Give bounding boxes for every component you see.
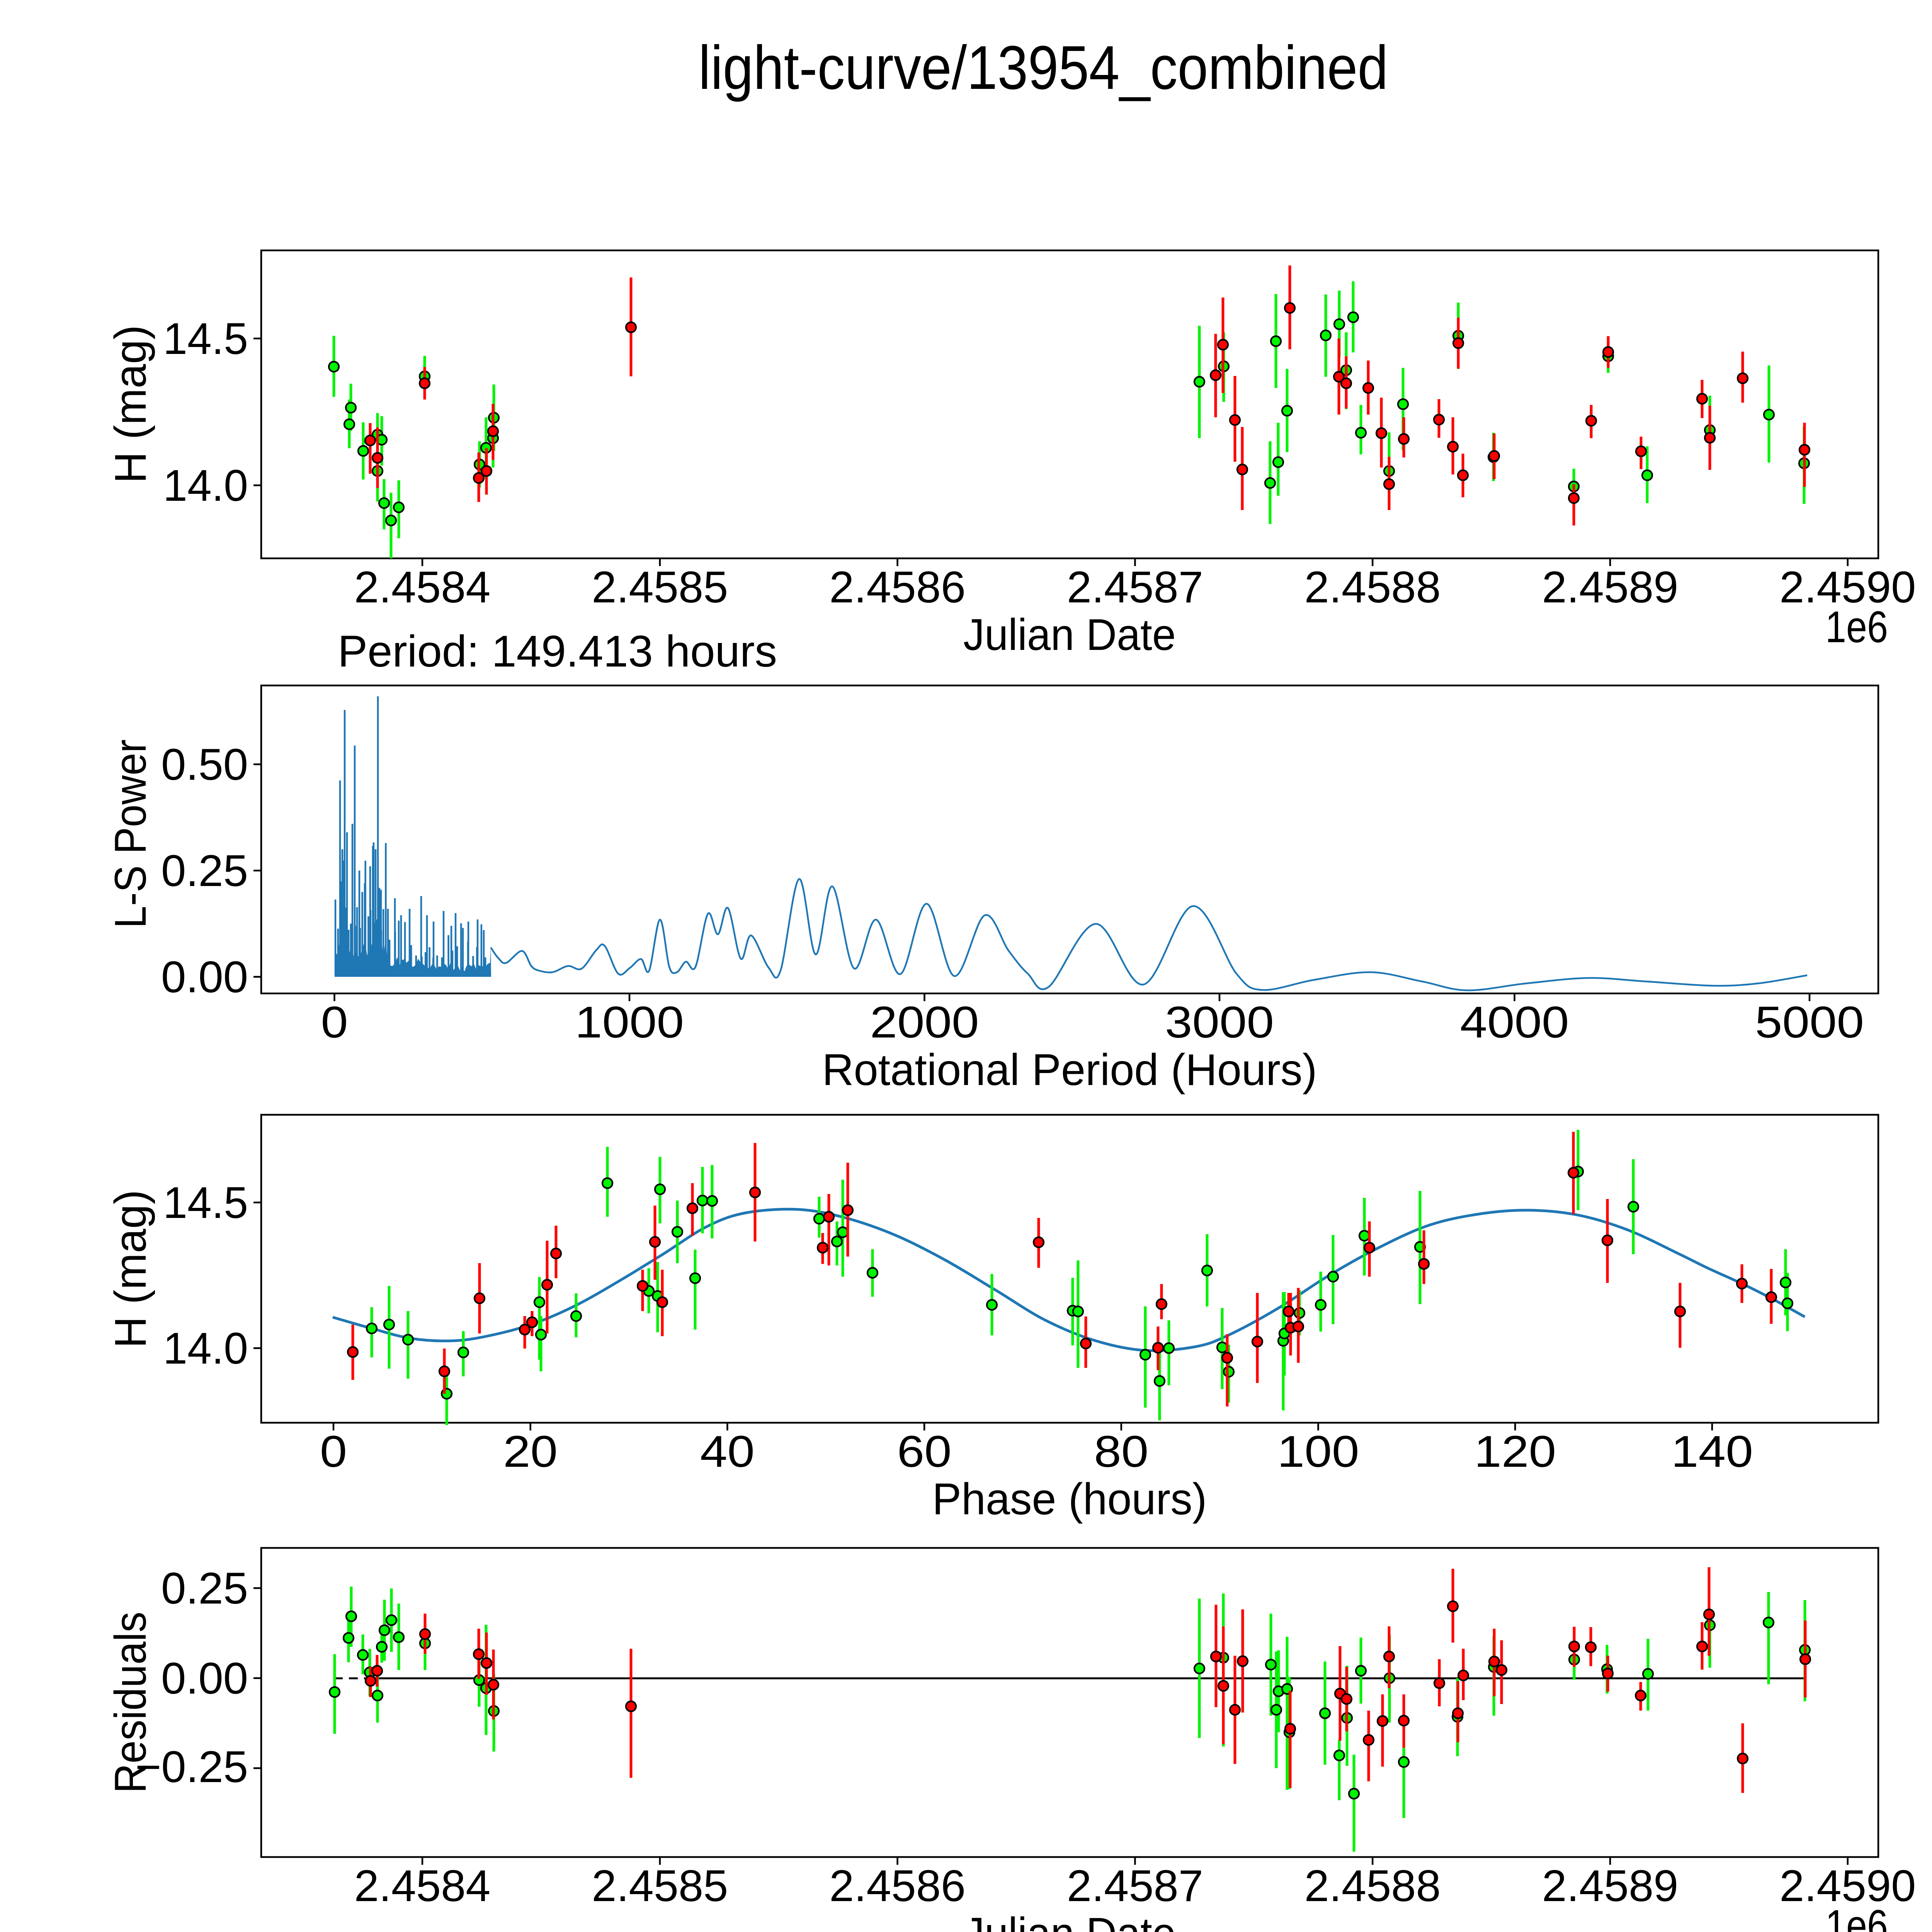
svg-text:0.25: 0.25	[161, 846, 248, 896]
svg-text:2.4589: 2.4589	[1542, 1861, 1679, 1911]
svg-text:1000: 1000	[575, 998, 684, 1047]
svg-text:2.4586: 2.4586	[829, 563, 966, 612]
svg-text:2.4587: 2.4587	[1067, 1861, 1203, 1911]
svg-text:0.00: 0.00	[161, 1654, 248, 1703]
svg-text:2.4586: 2.4586	[829, 1861, 966, 1911]
svg-text:80: 80	[1094, 1427, 1148, 1476]
svg-text:2.4585: 2.4585	[592, 1861, 728, 1911]
svg-text:2.4588: 2.4588	[1304, 1861, 1441, 1911]
svg-text:2.4584: 2.4584	[354, 1861, 491, 1911]
svg-text:0: 0	[320, 1427, 347, 1476]
svg-text:120: 120	[1474, 1427, 1556, 1476]
svg-text:14.0: 14.0	[163, 461, 248, 510]
svg-text:0: 0	[321, 998, 348, 1047]
svg-text:2.4589: 2.4589	[1542, 563, 1679, 612]
svg-text:2.4585: 2.4585	[592, 563, 728, 612]
svg-text:Rotational Period (Hours): Rotational Period (Hours)	[822, 1045, 1317, 1095]
svg-text:140: 140	[1671, 1427, 1753, 1476]
svg-text:3000: 3000	[1165, 998, 1274, 1047]
svg-text:Julian Date: Julian Date	[963, 610, 1176, 660]
svg-text:1e6: 1e6	[1825, 1901, 1888, 1932]
svg-text:1e6: 1e6	[1825, 602, 1888, 652]
svg-text:Period: 149.413 hours: Period: 149.413 hours	[338, 627, 777, 676]
svg-text:2.4587: 2.4587	[1067, 563, 1203, 612]
svg-text:20: 20	[503, 1427, 558, 1476]
svg-text:L-S Power: L-S Power	[106, 740, 155, 929]
svg-text:100: 100	[1277, 1427, 1359, 1476]
svg-text:5000: 5000	[1755, 998, 1864, 1047]
svg-text:light-curve/13954_combined: light-curve/13954_combined	[699, 33, 1388, 102]
svg-text:Phase (hours): Phase (hours)	[932, 1475, 1207, 1524]
svg-text:H (mag): H (mag)	[106, 325, 155, 483]
svg-text:Residuals: Residuals	[106, 1612, 155, 1793]
svg-text:4000: 4000	[1460, 998, 1569, 1047]
svg-text:14.5: 14.5	[163, 314, 248, 364]
svg-text:2000: 2000	[870, 998, 979, 1047]
svg-text:−0.25: −0.25	[135, 1742, 248, 1792]
svg-text:2.4590: 2.4590	[1779, 1861, 1916, 1911]
svg-text:14.0: 14.0	[163, 1324, 248, 1373]
svg-text:Julian Date: Julian Date	[963, 1909, 1176, 1932]
svg-text:2.4588: 2.4588	[1304, 563, 1441, 612]
svg-text:60: 60	[897, 1427, 952, 1476]
svg-text:H (mag): H (mag)	[106, 1190, 155, 1348]
svg-text:0.25: 0.25	[161, 1564, 248, 1613]
svg-text:40: 40	[700, 1427, 755, 1476]
svg-text:2.4590: 2.4590	[1779, 563, 1916, 612]
svg-text:0.00: 0.00	[161, 952, 248, 1002]
svg-text:2.4584: 2.4584	[354, 563, 491, 612]
svg-text:0.50: 0.50	[161, 740, 248, 789]
svg-text:14.5: 14.5	[163, 1178, 248, 1228]
